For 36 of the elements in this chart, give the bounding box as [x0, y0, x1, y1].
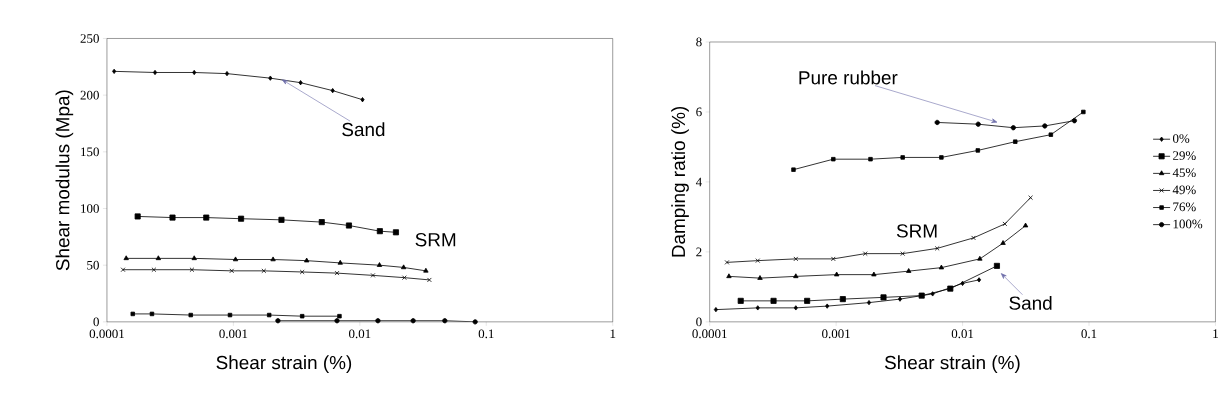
y-tick-label: 50: [87, 260, 99, 270]
x-tick-label: 0.0001: [89, 329, 124, 339]
x-tick-label: 0.01: [349, 329, 371, 339]
x-tick-label: 1: [1213, 329, 1218, 339]
legend-label: 45%: [1172, 168, 1196, 178]
annotation: SRM: [415, 233, 456, 247]
y-tick-label: 100: [81, 204, 99, 213]
legend-label: 49%: [1172, 185, 1196, 195]
legend-label: 76%: [1173, 202, 1196, 212]
annotation: Pure rubber: [799, 70, 898, 85]
legend-label: 29%: [1173, 151, 1196, 161]
annotation: Sand: [342, 122, 385, 137]
x-tick-label: 0.001: [219, 329, 248, 339]
x-tick-label: 0.001: [822, 329, 850, 339]
y-axis-title: Damping ratio (%): [671, 107, 689, 257]
y-tick-label: 2: [696, 247, 702, 257]
x-axis-title: Shear strain (%): [216, 355, 352, 374]
x-axis-title: Shear strain (%): [884, 355, 1020, 374]
y-tick-label: 250: [80, 34, 99, 43]
y-tick-label: 8: [696, 37, 702, 47]
y-tick-label: 0: [93, 317, 99, 327]
annotation: SRM: [896, 224, 937, 238]
y-tick-label: 200: [80, 90, 99, 100]
x-tick-label: 0.1: [1081, 329, 1097, 339]
y-axis-title: Shear modulus (Mpa): [55, 90, 74, 271]
x-tick-label: 0.01: [951, 329, 974, 339]
legend-label: 0%: [1172, 134, 1190, 144]
x-tick-label: 1: [610, 329, 616, 339]
y-tick-label: 0: [696, 317, 702, 327]
y-tick-label: 150: [81, 147, 99, 157]
x-tick-label: 0.1: [478, 329, 494, 339]
x-tick-label: 0.0001: [692, 329, 727, 339]
y-tick-label: 6: [696, 107, 702, 117]
annotation: Sand: [1009, 296, 1052, 310]
legend-label: 100%: [1173, 219, 1203, 229]
y-tick-label: 4: [695, 177, 702, 187]
